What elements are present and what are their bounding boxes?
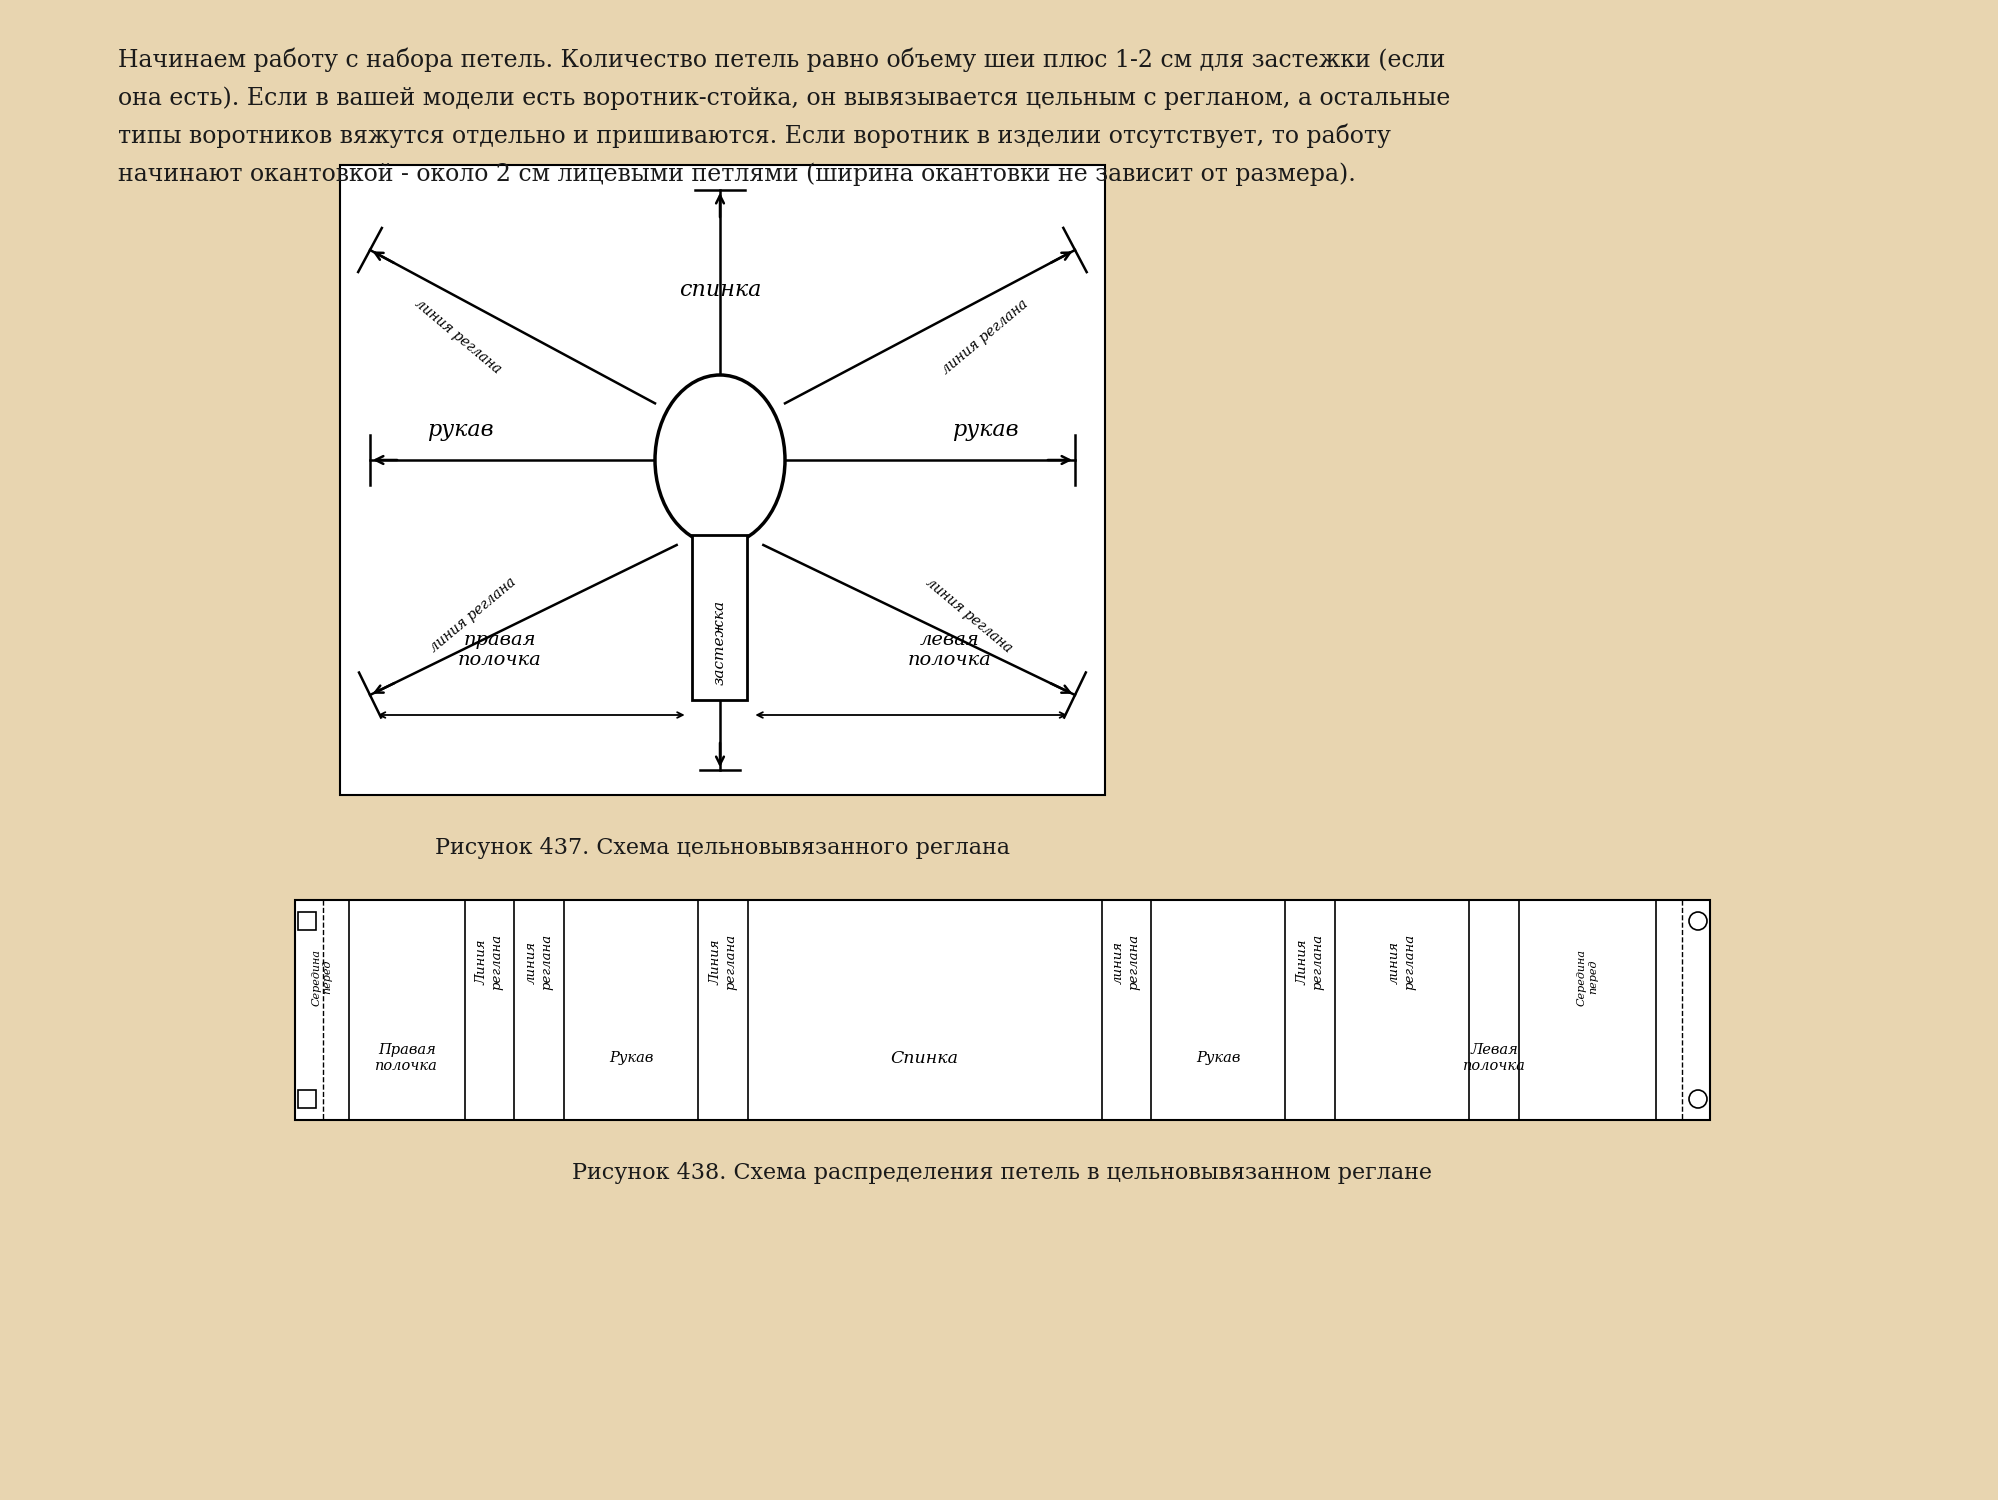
- Text: спинка: спинка: [679, 279, 761, 302]
- Text: рукав: рукав: [426, 419, 494, 441]
- Text: Рисунок 438. Схема распределения петель в цельновывязанном реглане: Рисунок 438. Схема распределения петель …: [571, 1162, 1433, 1184]
- Bar: [298, 1090, 316, 1108]
- Text: Линия
реглана: Линия реглана: [1295, 934, 1323, 990]
- Text: линия реглана: линия реглана: [923, 574, 1015, 656]
- Text: Начинаем работу с набора петель. Количество петель равно объему шеи плюс 1-2 см : Начинаем работу с набора петель. Количес…: [118, 48, 1445, 72]
- Text: Рукав: Рукав: [1195, 1052, 1241, 1065]
- Text: Середина
перед: Середина перед: [312, 948, 332, 1005]
- Circle shape: [1688, 1090, 1706, 1108]
- Text: рукав: рукав: [951, 419, 1017, 441]
- Text: она есть). Если в вашей модели есть воротник-стойка, он вывязывается цельным с р: она есть). Если в вашей модели есть воро…: [118, 86, 1451, 109]
- Bar: [296, 900, 1708, 1120]
- Text: Рукав: Рукав: [609, 1052, 653, 1065]
- Bar: [298, 912, 316, 930]
- Text: Левая
полочка: Левая полочка: [1463, 1044, 1524, 1074]
- Bar: [691, 536, 747, 700]
- Text: линия реглана: линия реглана: [428, 574, 519, 656]
- Text: линия
реглана: линия реглана: [1111, 934, 1139, 990]
- Text: линия
реглана: линия реглана: [1387, 934, 1415, 990]
- Text: типы воротников вяжутся отдельно и пришиваются. Если воротник в изделии отсутств: типы воротников вяжутся отдельно и приши…: [118, 124, 1391, 148]
- Text: Линия
реглана: Линия реглана: [476, 934, 503, 990]
- Text: застежка: застежка: [713, 600, 727, 686]
- Text: линия реглана: линия реглана: [412, 297, 503, 376]
- Text: Рисунок 437. Схема цельновывязанного реглана: Рисунок 437. Схема цельновывязанного рег…: [436, 837, 1009, 860]
- Bar: [340, 165, 1105, 795]
- Circle shape: [1688, 912, 1706, 930]
- Text: начинают окантовкой - около 2 см лицевыми петлями (ширина окантовки не зависит о: начинают окантовкой - около 2 см лицевым…: [118, 162, 1355, 186]
- Text: правая
полочка: правая полочка: [458, 630, 541, 669]
- Text: Спинка: Спинка: [891, 1050, 959, 1066]
- Text: Линия
реглана: Линия реглана: [709, 934, 737, 990]
- Text: линия
реглана: линия реглана: [525, 934, 553, 990]
- Ellipse shape: [655, 375, 785, 544]
- Text: линия реглана: линия реглана: [939, 297, 1031, 376]
- Text: Середина
перед: Середина перед: [1576, 948, 1598, 1005]
- Text: Правая
полочка: Правая полочка: [376, 1044, 438, 1074]
- Text: левая
полочка: левая полочка: [907, 630, 991, 669]
